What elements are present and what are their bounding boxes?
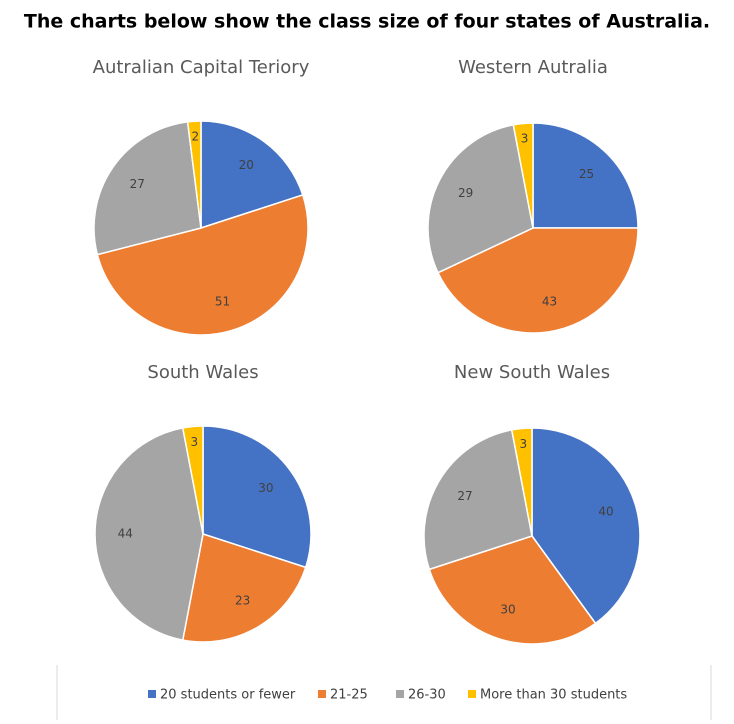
data-label: 23 <box>235 593 250 607</box>
pie-slice <box>427 123 534 274</box>
pie-slice <box>186 120 202 229</box>
pie-slice <box>423 429 533 571</box>
pie-slice <box>436 227 639 334</box>
legend-label: 26-30 <box>408 688 446 703</box>
chart-title: Autralian Capital Teriory <box>93 57 310 78</box>
pie-slice <box>96 193 309 336</box>
data-label: 30 <box>258 481 273 495</box>
pie-slice <box>94 427 204 641</box>
legend-swatch <box>396 690 404 698</box>
legend-swatch <box>468 690 476 698</box>
data-label: 29 <box>458 186 473 200</box>
pie-slice <box>200 120 304 230</box>
data-label: 3 <box>521 132 529 146</box>
pie-slice <box>532 122 639 229</box>
pie-slice <box>531 427 641 625</box>
data-label: 51 <box>215 294 230 308</box>
data-label: 3 <box>191 435 199 449</box>
chart-title: New South Wales <box>454 362 610 383</box>
legend-label: More than 30 students <box>480 688 627 703</box>
data-label: 2 <box>191 130 199 144</box>
data-label: 40 <box>598 504 613 518</box>
pie-slice <box>510 427 533 537</box>
page-title: The charts below show the class size of … <box>24 11 710 33</box>
pie-slice <box>202 425 312 569</box>
data-label: 44 <box>118 527 133 541</box>
pie-slice <box>181 533 307 643</box>
data-label: 25 <box>579 167 594 181</box>
data-label: 27 <box>457 489 472 503</box>
pie-slice <box>181 425 204 535</box>
data-label: 27 <box>130 177 145 191</box>
legend-swatch <box>148 690 156 698</box>
pie-slice <box>93 121 202 256</box>
legend-swatch <box>318 690 326 698</box>
pie-slice <box>512 122 534 229</box>
legend-label: 21-25 <box>330 688 368 703</box>
pie-slice <box>428 535 597 645</box>
legend-label: 20 students or fewer <box>160 688 296 703</box>
data-label: 20 <box>239 158 254 172</box>
data-label: 43 <box>542 294 557 308</box>
chart-title: Western Autralia <box>458 57 608 78</box>
chart-title: South Wales <box>147 362 258 383</box>
data-label: 30 <box>500 602 515 616</box>
data-label: 3 <box>520 437 528 451</box>
